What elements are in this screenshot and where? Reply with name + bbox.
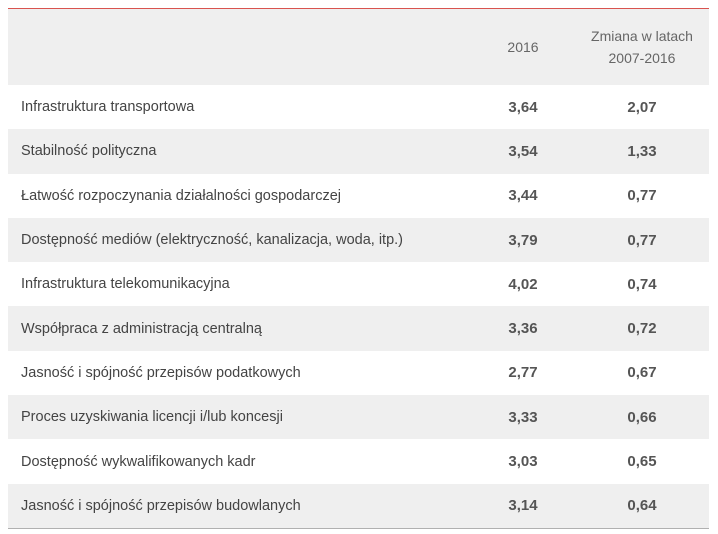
header-change-line2: 2007-2016 bbox=[608, 50, 676, 66]
row-value-change: 0,67 bbox=[627, 364, 657, 382]
row-label: Jasność i spójność przepisów budowlanych bbox=[21, 497, 301, 514]
row-value-2016: 3,54 bbox=[508, 142, 538, 160]
row-value-2016: 3,79 bbox=[508, 231, 538, 249]
header-change: Zmiana w latach 2007-2016 bbox=[575, 25, 709, 69]
row-value-change: 0,77 bbox=[627, 187, 657, 205]
table-row: Jasność i spójność przepisów podatkowych… bbox=[8, 350, 709, 396]
row-value-2016: 2,77 bbox=[508, 364, 538, 382]
row-value-change: 0,64 bbox=[627, 497, 657, 515]
header-change-line1: Zmiana w latach bbox=[591, 28, 693, 44]
row-value-2016: 3,64 bbox=[508, 98, 538, 116]
table-row: Łatwość rozpoczynania działalności gospo… bbox=[8, 173, 709, 218]
table-row: Współpraca z administracją centralną 3,3… bbox=[8, 306, 709, 351]
row-value-change: 0,77 bbox=[627, 231, 657, 249]
row-value-change: 0,66 bbox=[627, 408, 657, 426]
table-row: Proces uzyskiwania licencji i/lub konces… bbox=[8, 395, 709, 440]
table-header-row: 2016 Zmiana w latach 2007-2016 bbox=[8, 9, 709, 85]
row-label: Dostępność wykwalifikowanych kadr bbox=[21, 453, 256, 470]
row-label: Proces uzyskiwania licencji i/lub konces… bbox=[21, 409, 283, 426]
header-2016: 2016 bbox=[507, 39, 539, 55]
row-label: Stabilność polityczna bbox=[21, 143, 157, 160]
table-row: Stabilność polityczna 3,54 1,33 bbox=[8, 129, 709, 174]
table-row: Infrastruktura telekomunikacyjna 4,02 0,… bbox=[8, 262, 709, 307]
row-value-2016: 3,14 bbox=[508, 497, 538, 515]
row-value-change: 0,65 bbox=[627, 453, 657, 471]
row-value-2016: 3,36 bbox=[508, 320, 538, 338]
row-value-change: 2,07 bbox=[627, 98, 657, 116]
row-label: Infrastruktura transportowa bbox=[21, 99, 195, 116]
row-value-change: 0,74 bbox=[627, 275, 657, 293]
row-value-2016: 4,02 bbox=[508, 275, 538, 293]
row-value-change: 0,72 bbox=[627, 320, 657, 338]
row-value-2016: 3,03 bbox=[508, 453, 538, 471]
row-label: Współpraca z administracją centralną bbox=[21, 320, 262, 337]
row-value-2016: 3,44 bbox=[508, 187, 538, 205]
table-row: Dostępność wykwalifikowanych kadr 3,03 0… bbox=[8, 439, 709, 484]
row-label: Jasność i spójność przepisów podatkowych bbox=[21, 364, 301, 381]
table-row: Jasność i spójność przepisów budowlanych… bbox=[8, 483, 709, 528]
row-label: Dostępność mediów (elektryczność, kanali… bbox=[21, 232, 403, 249]
data-table: 2016 Zmiana w latach 2007-2016 Infrastru… bbox=[8, 8, 709, 529]
row-value-2016: 3,33 bbox=[508, 408, 538, 426]
table-row: Dostępność mediów (elektryczność, kanali… bbox=[8, 217, 709, 263]
table-row: Infrastruktura transportowa 3,64 2,07 bbox=[8, 85, 709, 130]
row-value-change: 1,33 bbox=[627, 142, 657, 160]
row-label: Infrastruktura telekomunikacyjna bbox=[21, 276, 230, 293]
row-label: Łatwość rozpoczynania działalności gospo… bbox=[21, 187, 341, 204]
